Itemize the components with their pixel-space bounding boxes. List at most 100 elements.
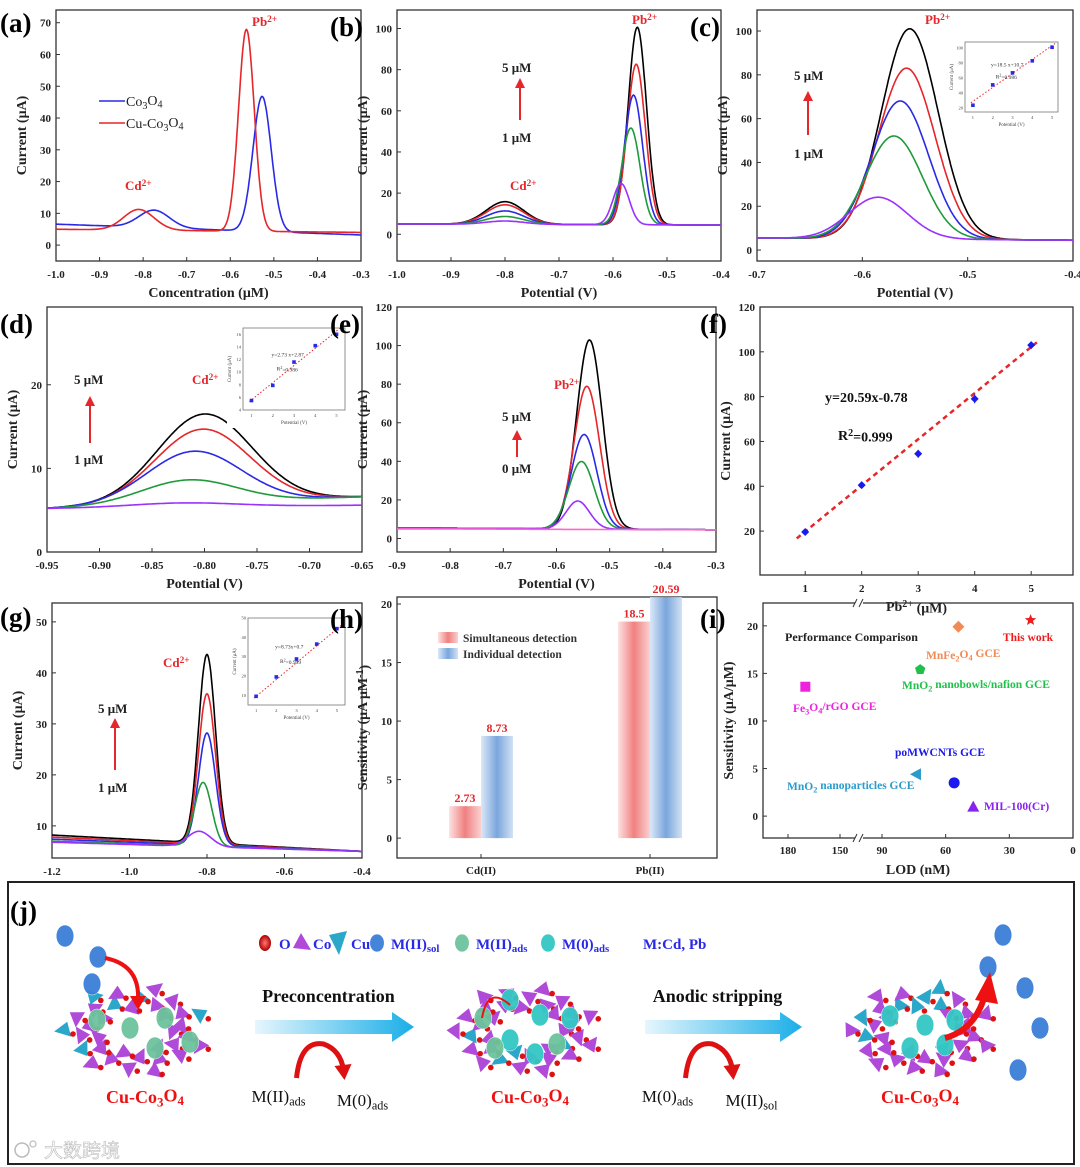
- oxygen-atom: [159, 990, 165, 997]
- series-line-3m: [397, 433, 716, 531]
- x-tick-label: -0.75: [246, 560, 269, 572]
- data-point: [914, 449, 923, 458]
- inset-data-point: [254, 694, 258, 699]
- annotation-1m: 1 μM: [502, 130, 531, 145]
- point-label: MnFe2O4 GCE: [926, 648, 1001, 663]
- x-tick-label: -0.6: [222, 269, 240, 281]
- adsorbed-ion: [155, 1006, 175, 1030]
- m2-sol-ion: [1030, 1016, 1050, 1040]
- series-line-5m: [397, 339, 716, 531]
- y-tick-label: 20: [744, 526, 756, 538]
- x-tick-label: 180: [780, 845, 797, 857]
- oxygen-atom: [87, 1050, 93, 1057]
- x-axis-label: Concentration (μM): [148, 286, 269, 301]
- x-tick-label: -0.4: [712, 269, 730, 281]
- y-tick-label: 10: [747, 716, 759, 728]
- marker-pentagon: [915, 664, 926, 674]
- x-tick-label: -0.4: [654, 560, 672, 572]
- tetrahedron: [583, 1010, 599, 1026]
- y-tick-label: 70: [40, 18, 52, 30]
- inset-y-label: Current (μA): [233, 648, 238, 674]
- oxygen-atom: [98, 1064, 104, 1071]
- arrow-head-icon: [130, 996, 146, 1010]
- adsorbed-ion: [900, 1036, 920, 1060]
- watermark: 大数跨境: [44, 1140, 120, 1162]
- oxygen-atom: [901, 1060, 907, 1066]
- y-tick-label: 40: [744, 481, 756, 493]
- inset-data-point: [294, 657, 299, 661]
- x-tick-label: -0.90: [88, 560, 111, 572]
- y-tick-label: 0: [387, 533, 393, 545]
- inset-y-tick: 50: [242, 616, 247, 621]
- oxygen-atom: [134, 1068, 141, 1074]
- inset-x-tick: 2: [272, 413, 274, 418]
- tetrahedron: [446, 1022, 460, 1040]
- inset-y-tick: 40: [242, 635, 247, 640]
- tetrahedron: [114, 1043, 133, 1058]
- x-tick-label: 90: [877, 845, 889, 857]
- tetrahedron: [505, 1044, 523, 1061]
- y-tick-label: 60: [381, 106, 393, 118]
- inset-equation: y=18.5 x+10.7: [991, 63, 1024, 69]
- tetrahedron: [889, 1052, 907, 1068]
- tetrahedron: [873, 1031, 890, 1047]
- y-tick-label: 50: [40, 81, 52, 93]
- series-line-3m: [397, 94, 721, 226]
- series-line-2m: [47, 479, 362, 510]
- cu-co3o4-cluster: [845, 978, 997, 1078]
- inset-x-tick: 1: [255, 708, 257, 713]
- oxygen-atom: [476, 1037, 483, 1043]
- y-tick-label: 0: [387, 229, 393, 241]
- oxygen-atom: [944, 990, 950, 997]
- y-axis-label: Current (μA): [716, 95, 731, 175]
- y-tick-label: 40: [741, 157, 753, 169]
- y-tick-label: 60: [744, 436, 756, 448]
- panel-label: (b): [330, 12, 363, 42]
- reaction-reactant-label: M(II)ads: [251, 1087, 305, 1108]
- y-tick-label: 20: [381, 599, 393, 611]
- x-tick-label: 30: [1004, 845, 1016, 857]
- process-step-label: Preconcentration: [262, 986, 395, 1006]
- oxygen-atom: [549, 1071, 555, 1078]
- m2-sol-ion: [993, 923, 1013, 947]
- inset-data-point: [335, 626, 339, 631]
- panel-d: 0 10 20 -0.95 -0.90 -0.85 -0.80 -0.75 -0.70 -0.65…: [0, 306, 374, 592]
- inset-data-point: [990, 83, 995, 87]
- point-label: MIL-100(Cr): [984, 801, 1049, 813]
- x-tick-label: -0.5: [601, 560, 619, 572]
- bar-value-label: 2.73: [455, 791, 476, 805]
- y-tick-label: 40: [381, 456, 393, 468]
- tetrahedron: [106, 994, 123, 1011]
- oxygen-atom: [164, 1060, 170, 1066]
- arrow-head-icon: [334, 1064, 352, 1080]
- inset-y-tick: 6: [239, 395, 242, 400]
- marker-square: [800, 681, 811, 692]
- oxygen-atom: [990, 1016, 997, 1022]
- panel-b: 0 20 40 60 80 100 -1.0 -0.9 -0.8 -0.7 -0.6 -0.5 -0.4…: [330, 9, 730, 301]
- inset-equation: y=2.73 x+2.87: [272, 353, 305, 359]
- x-axis-label: LOD (nM): [886, 863, 951, 878]
- x-tick-label: -0.8: [198, 866, 216, 878]
- x-tick-label: -0.7: [178, 269, 196, 281]
- inset-frame: [247, 617, 346, 706]
- x-tick-label: -0.4: [309, 269, 327, 281]
- tetrahedron: [853, 1008, 868, 1027]
- inset-x-tick: 1: [972, 115, 974, 120]
- tetrahedron: [952, 1039, 970, 1054]
- y-tick-label: 120: [739, 302, 756, 314]
- inset-x-tick: 3: [295, 708, 298, 713]
- x-axis-label: Pb2+ (μM): [886, 599, 947, 617]
- panel-i: 0 5 10 15 20 LOD (nM) Sensitivity (μA/μM) (i) 18…: [700, 598, 1076, 878]
- inset-data-point: [1050, 45, 1054, 50]
- co-tetrahedron-icon: [293, 933, 311, 950]
- x-tick-label: -0.95: [36, 560, 59, 572]
- tetrahedron: [521, 991, 538, 1007]
- y-tick-label: 30: [40, 145, 52, 157]
- annotation-cd2: Cd2+: [510, 178, 537, 193]
- oxygen-atom: [144, 1058, 151, 1065]
- x-tick-label: 3: [915, 583, 921, 595]
- x-tick-label: -1.0: [388, 269, 406, 281]
- x-tick-label: -0.70: [298, 560, 321, 572]
- tetrahedron: [866, 988, 884, 1004]
- x-axis-label: Potential (V): [521, 286, 598, 301]
